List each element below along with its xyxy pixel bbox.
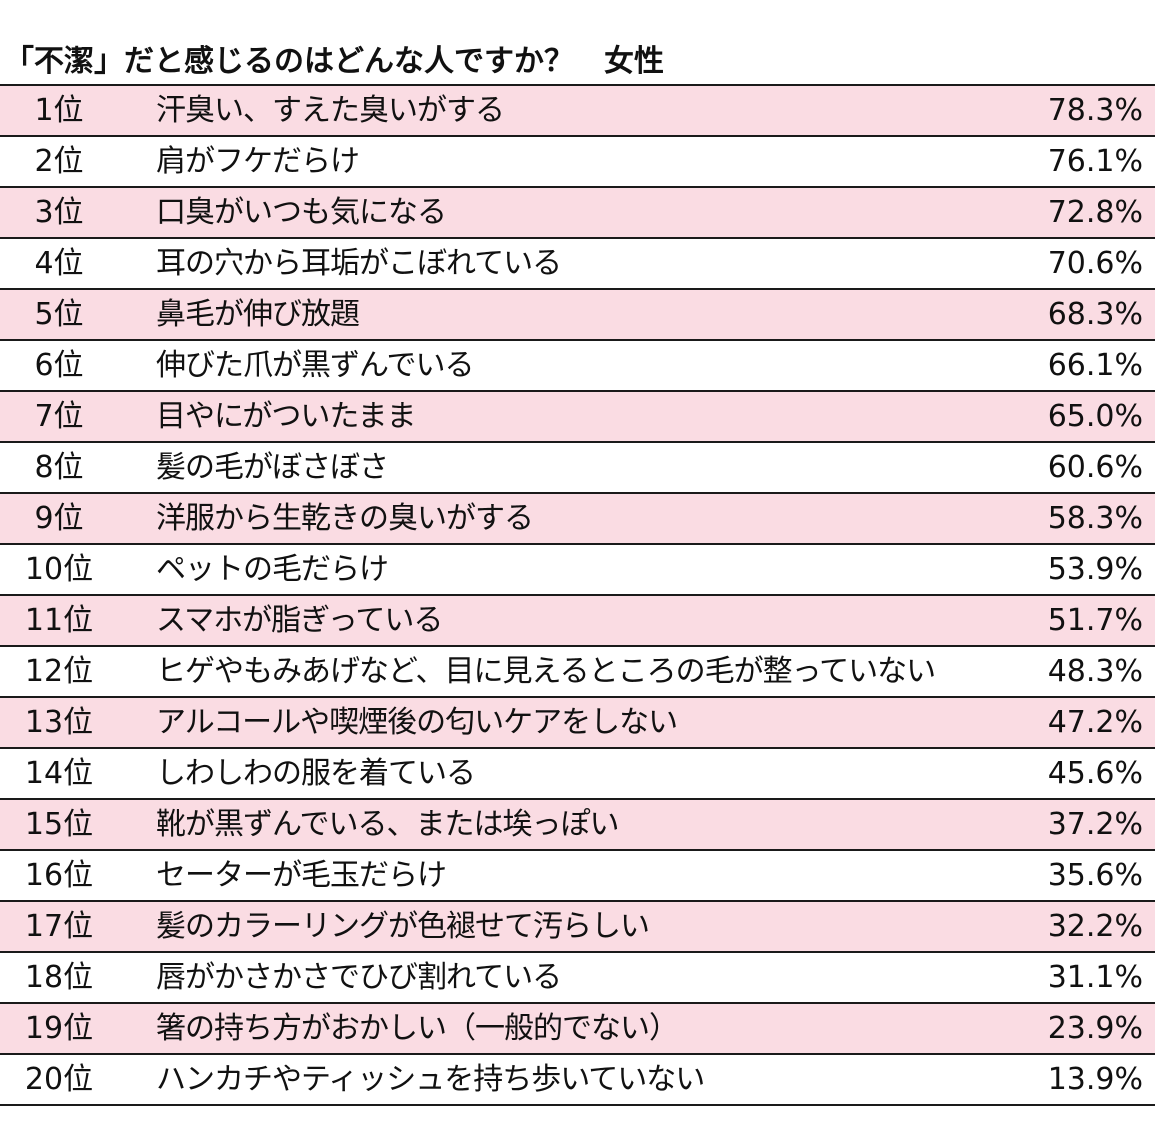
- rank-cell: 15位: [24, 807, 94, 842]
- ranking-table: 1位 汗臭い、すえた臭いがする 78.3% 2位 肩がフケだらけ 76.1% 3…: [0, 84, 1155, 1106]
- table-row: 4位 耳の穴から耳垢がこぼれている 70.6%: [0, 239, 1155, 290]
- rank-cell: 5位: [34, 297, 84, 332]
- item-cell: 鼻毛が伸び放題: [156, 297, 360, 332]
- percent-cell: 58.3%: [1047, 501, 1143, 536]
- table-row: 7位 目やにがついたまま 65.0%: [0, 392, 1155, 443]
- rank-cell: 19位: [24, 1011, 94, 1046]
- table-row: 1位 汗臭い、すえた臭いがする 78.3%: [0, 86, 1155, 137]
- table-row: 19位 箸の持ち方がおかしい（一般的でない） 23.9%: [0, 1004, 1155, 1055]
- item-cell: 口臭がいつも気になる: [156, 195, 447, 230]
- percent-cell: 78.3%: [1047, 93, 1143, 128]
- table-row: 13位 アルコールや喫煙後の匂いケアをしない 47.2%: [0, 698, 1155, 749]
- percent-cell: 48.3%: [1047, 654, 1143, 689]
- table-row: 14位 しわしわの服を着ている 45.6%: [0, 749, 1155, 800]
- rank-cell: 12位: [24, 654, 94, 689]
- table-row: 15位 靴が黒ずんでいる、または埃っぽい 37.2%: [0, 800, 1155, 851]
- rank-cell: 14位: [24, 756, 94, 791]
- rank-cell: 11位: [24, 603, 94, 638]
- percent-cell: 51.7%: [1047, 603, 1143, 638]
- rank-cell: 10位: [24, 552, 94, 587]
- percent-cell: 68.3%: [1047, 297, 1143, 332]
- percent-cell: 76.1%: [1047, 144, 1143, 179]
- rank-cell: 9位: [34, 501, 84, 536]
- item-cell: 洋服から生乾きの臭いがする: [156, 501, 534, 536]
- percent-cell: 70.6%: [1047, 246, 1143, 281]
- item-cell: 伸びた爪が黒ずんでいる: [156, 348, 474, 383]
- item-cell: セーターが毛玉だらけ: [156, 858, 447, 893]
- percent-cell: 60.6%: [1047, 450, 1143, 485]
- item-cell: ペットの毛だらけ: [156, 552, 389, 587]
- rank-cell: 16位: [24, 858, 94, 893]
- table-row: 18位 唇がかさかさでひび割れている 31.1%: [0, 953, 1155, 1004]
- percent-cell: 53.9%: [1047, 552, 1143, 587]
- percent-cell: 35.6%: [1047, 858, 1143, 893]
- item-cell: ヒゲやもみあげなど、目に見えるところの毛が整っていない: [156, 654, 936, 689]
- item-cell: ハンカチやティッシュを持ち歩いていない: [156, 1062, 705, 1097]
- table-row: 16位 セーターが毛玉だらけ 35.6%: [0, 851, 1155, 902]
- table-row: 3位 口臭がいつも気になる 72.8%: [0, 188, 1155, 239]
- percent-cell: 32.2%: [1047, 909, 1143, 944]
- table-row: 5位 鼻毛が伸び放題 68.3%: [0, 290, 1155, 341]
- table-row: 6位 伸びた爪が黒ずんでいる 66.1%: [0, 341, 1155, 392]
- table-row: 2位 肩がフケだらけ 76.1%: [0, 137, 1155, 188]
- item-cell: 髪の毛がぼさぼさ: [156, 450, 389, 485]
- percent-cell: 23.9%: [1047, 1011, 1143, 1046]
- item-cell: 目やにがついたまま: [156, 399, 416, 434]
- table-row: 17位 髪のカラーリングが色褪せて汚らしい 32.2%: [0, 902, 1155, 953]
- page-title: 「不潔」だと感じるのはどんな人ですか？ 女性: [4, 44, 664, 79]
- item-cell: 唇がかさかさでひび割れている: [156, 960, 562, 995]
- rank-cell: 2位: [34, 144, 84, 179]
- percent-cell: 66.1%: [1047, 348, 1143, 383]
- item-cell: 箸の持ち方がおかしい（一般的でない）: [156, 1011, 679, 1046]
- percent-cell: 65.0%: [1047, 399, 1143, 434]
- item-cell: アルコールや喫煙後の匂いケアをしない: [156, 705, 678, 740]
- rank-cell: 13位: [24, 705, 94, 740]
- rank-cell: 8位: [34, 450, 84, 485]
- item-cell: 髪のカラーリングが色褪せて汚らしい: [156, 909, 650, 944]
- rank-cell: 4位: [34, 246, 84, 281]
- rank-cell: 17位: [24, 909, 94, 944]
- rank-cell: 6位: [34, 348, 84, 383]
- rank-cell: 18位: [24, 960, 94, 995]
- item-cell: 肩がフケだらけ: [156, 144, 360, 179]
- percent-cell: 72.8%: [1047, 195, 1143, 230]
- rank-cell: 1位: [34, 93, 84, 128]
- percent-cell: 47.2%: [1047, 705, 1143, 740]
- percent-cell: 45.6%: [1047, 756, 1143, 791]
- item-cell: 靴が黒ずんでいる、または埃っぽい: [156, 807, 619, 842]
- item-cell: スマホが脂ぎっている: [156, 603, 443, 638]
- item-cell: 汗臭い、すえた臭いがする: [156, 93, 505, 128]
- rank-cell: 20位: [24, 1062, 94, 1097]
- table-row: 9位 洋服から生乾きの臭いがする 58.3%: [0, 494, 1155, 545]
- item-cell: しわしわの服を着ている: [156, 756, 476, 791]
- percent-cell: 37.2%: [1047, 807, 1143, 842]
- item-cell: 耳の穴から耳垢がこぼれている: [156, 246, 562, 281]
- table-row: 20位 ハンカチやティッシュを持ち歩いていない 13.9%: [0, 1055, 1155, 1106]
- percent-cell: 13.9%: [1047, 1062, 1143, 1097]
- table-row: 11位 スマホが脂ぎっている 51.7%: [0, 596, 1155, 647]
- table-row: 8位 髪の毛がぼさぼさ 60.6%: [0, 443, 1155, 494]
- rank-cell: 3位: [34, 195, 84, 230]
- percent-cell: 31.1%: [1047, 960, 1143, 995]
- rank-cell: 7位: [34, 399, 84, 434]
- table-row: 10位 ペットの毛だらけ 53.9%: [0, 545, 1155, 596]
- table-row: 12位 ヒゲやもみあげなど、目に見えるところの毛が整っていない 48.3%: [0, 647, 1155, 698]
